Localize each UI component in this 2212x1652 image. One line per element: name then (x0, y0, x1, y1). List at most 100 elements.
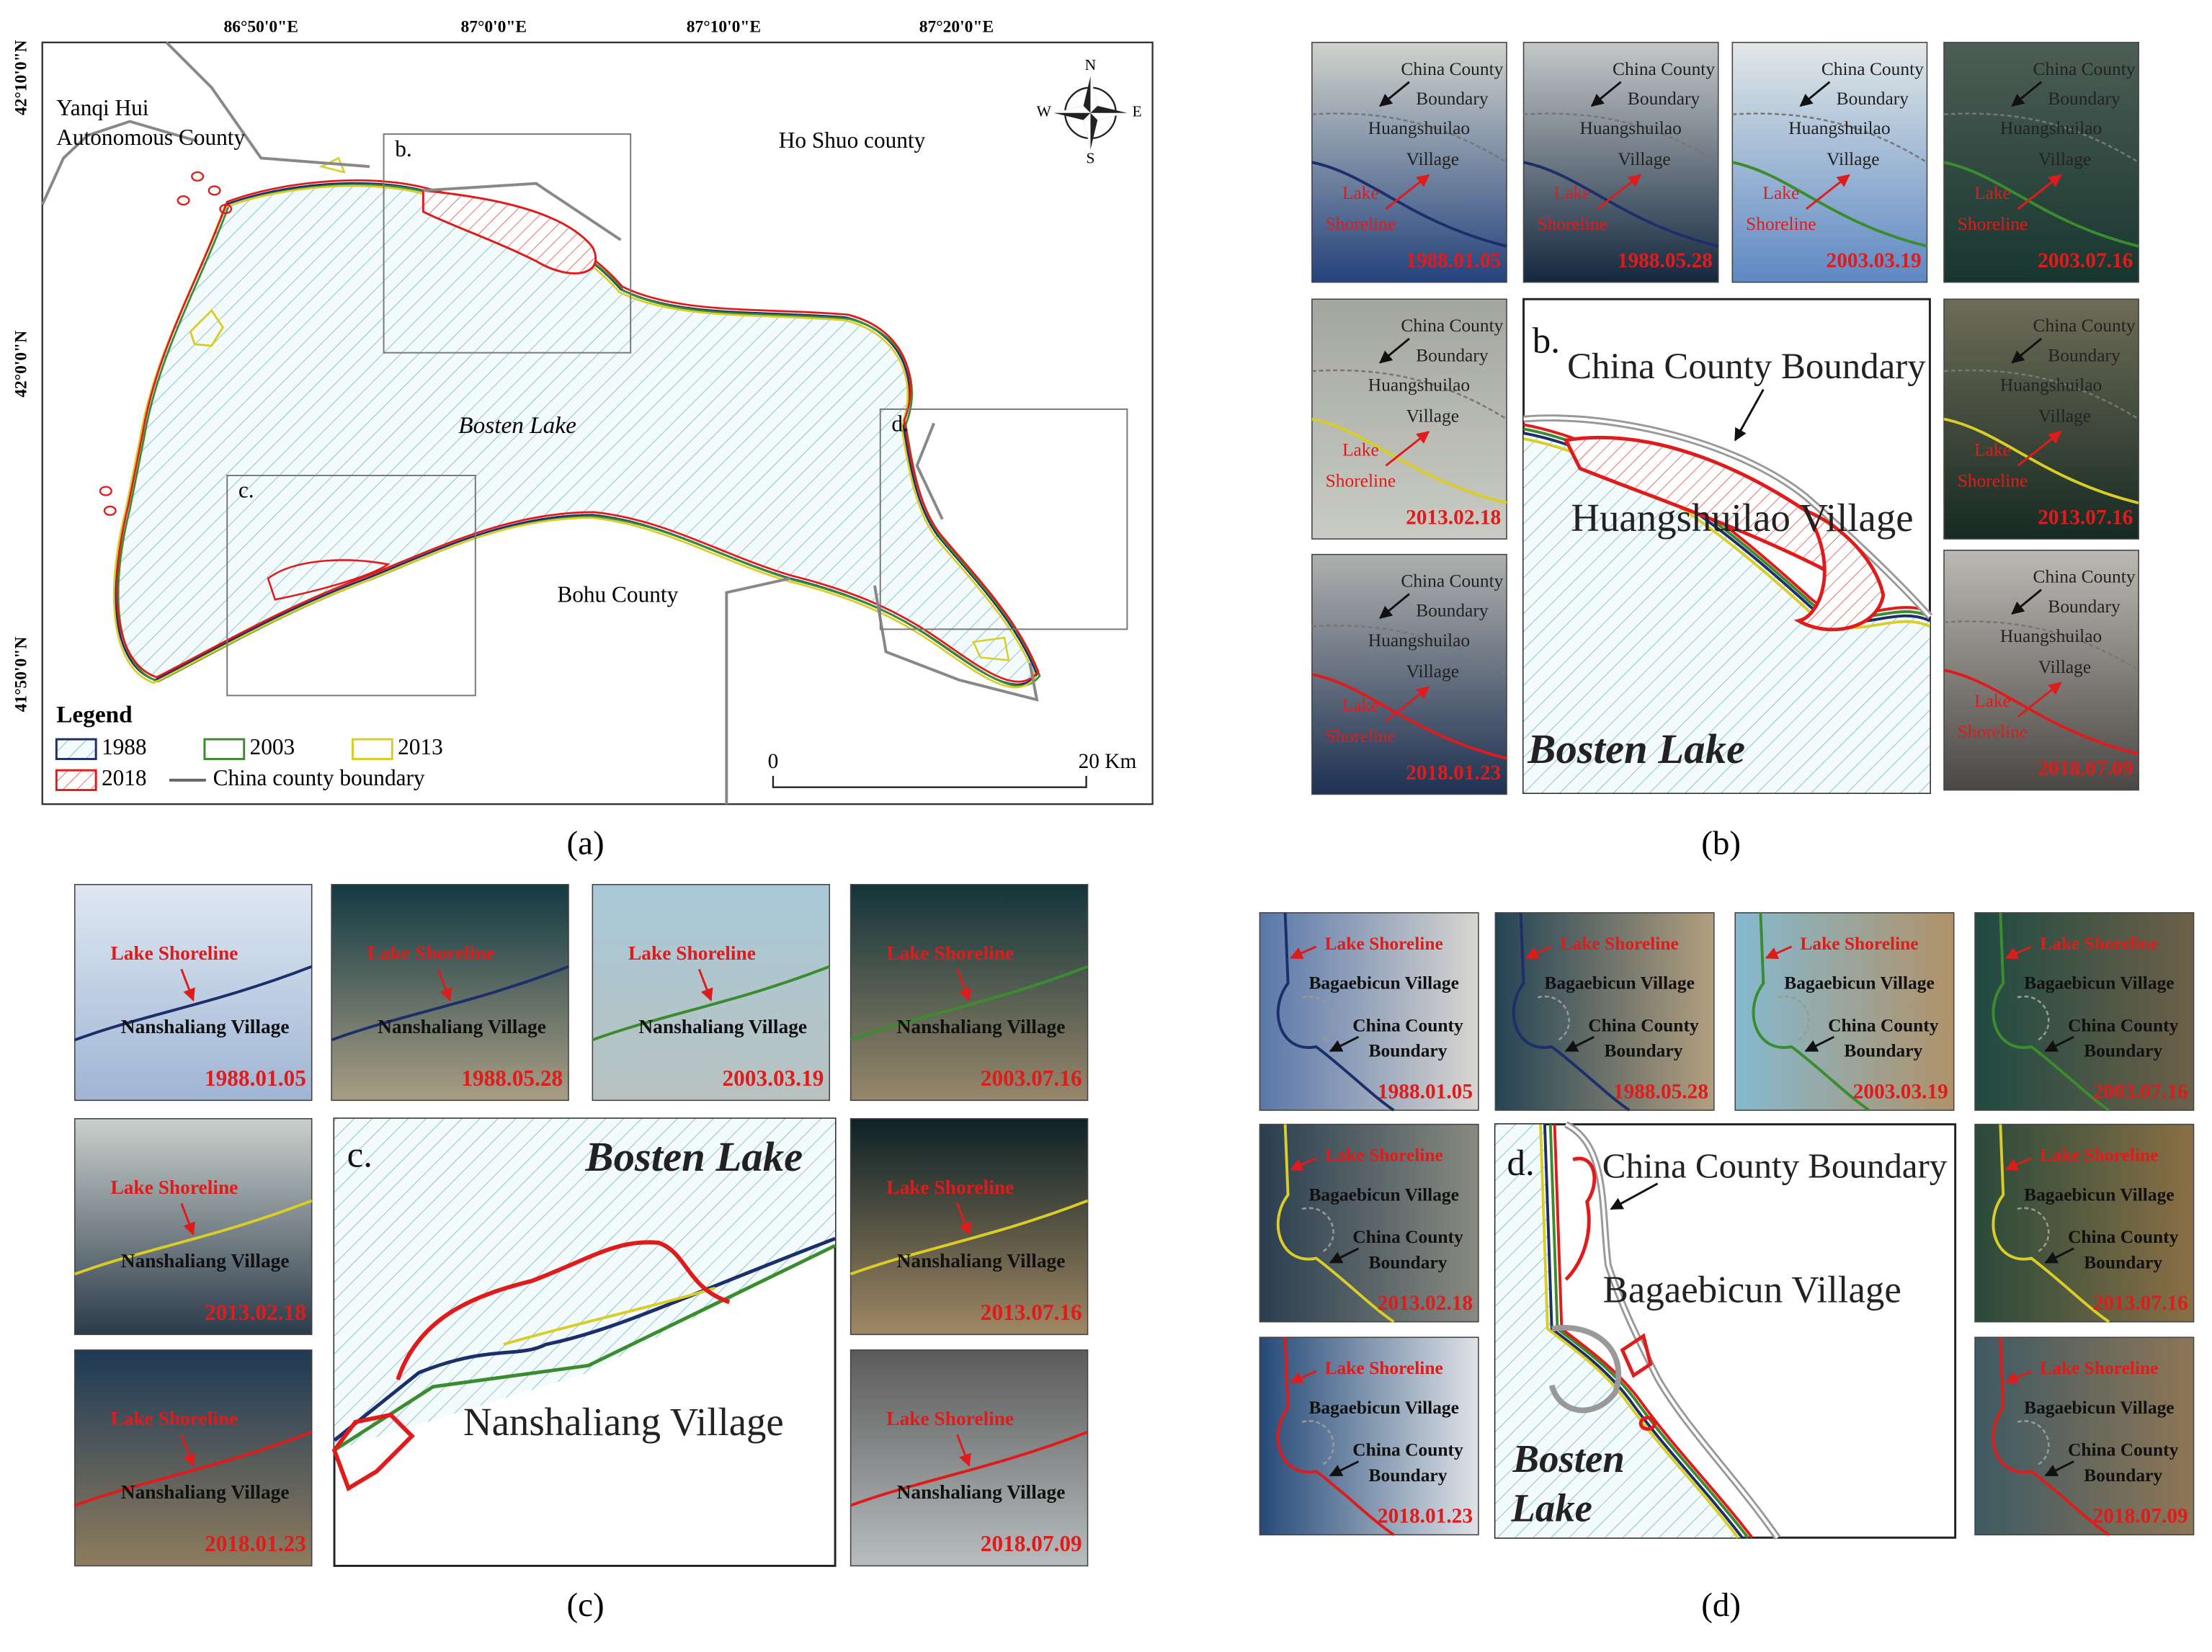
thumb-label: Nanshaliang Village (121, 1250, 290, 1272)
scale-bar (772, 775, 1087, 788)
patch (177, 195, 190, 206)
date-label: 2013.07.16 (2093, 1292, 2188, 1315)
legend-swatch (203, 738, 246, 760)
thumb-label: Boundary (1369, 1251, 1448, 1272)
county-boundary (1523, 416, 1931, 618)
thumb-label: Lake Shoreline (628, 942, 756, 964)
shoreline (849, 1199, 1089, 1276)
thumb-label: Lake Shoreline (367, 942, 495, 964)
arrow (1525, 945, 1553, 960)
scale-label: 20 Km (1079, 750, 1137, 773)
thumb-label: Lake (1342, 695, 1379, 715)
county-boundary (1301, 1207, 1334, 1252)
shoreline (1311, 673, 1507, 760)
latitude-label: 42°10'0"N (12, 40, 31, 115)
shoreline (1943, 669, 2139, 756)
arrow (1329, 1460, 1360, 1477)
thumb-label: Lake Shoreline (1325, 1357, 1443, 1378)
arrow (1379, 81, 1410, 107)
shoreline (1543, 1124, 1744, 1539)
date-label: 1988.05.28 (461, 1066, 563, 1091)
patch (191, 171, 205, 182)
arrow (180, 968, 195, 1001)
date-label: 1988.01.05 (205, 1066, 306, 1091)
thumb-label: Huangshuilao (2000, 117, 2102, 138)
thumb-label: Bagaebicun Village (2024, 1397, 2174, 1418)
date-label: 2003.07.16 (2093, 1080, 2188, 1103)
inset-label: China County Boundary (1602, 1146, 1948, 1185)
thumb-label: Boundary (2048, 344, 2120, 365)
place-label: Bohu County (557, 582, 678, 607)
arrow (2044, 1035, 2074, 1053)
county-boundary (2017, 995, 2050, 1041)
compass-label: N (1085, 56, 1097, 73)
shoreline (331, 965, 569, 1042)
longitude-label: 87°0'0"E (460, 18, 527, 37)
thumb-label: Village (1618, 148, 1670, 169)
arrow (1590, 81, 1622, 107)
thumb-label: Bagaebicun Village (1544, 973, 1694, 994)
shoreline (1992, 912, 2110, 1112)
patch (99, 486, 112, 496)
shoreline (74, 1199, 313, 1276)
arrow (1806, 174, 1850, 210)
inset-lake (334, 1118, 836, 1450)
thumb-label: Boundary (1416, 344, 1489, 365)
date-label: 2013.02.18 (205, 1300, 306, 1325)
date-label: 2003.07.16 (2038, 249, 2133, 272)
thumb-label: Village (1406, 148, 1459, 169)
shoreline (1276, 1337, 1395, 1536)
patch (219, 203, 233, 214)
patch (103, 505, 117, 516)
compass-star (1053, 76, 1128, 150)
county-boundary (1301, 995, 1334, 1041)
shoreline (1943, 417, 2139, 505)
legend-label: 2013 (398, 734, 443, 759)
shoreline (1512, 912, 1631, 1112)
thumb-label: Shoreline (1958, 213, 2028, 234)
inset-lake (1495, 1124, 1743, 1538)
compass-label: W (1037, 103, 1052, 120)
thumb-label: Shoreline (1326, 470, 1396, 491)
thumbnail (1259, 1123, 1479, 1323)
county-boundary (1311, 625, 1507, 676)
county-boundary (915, 422, 944, 520)
county-boundary (725, 576, 790, 805)
arrow (1564, 1035, 1595, 1053)
thumb-label: Lake (1974, 690, 2011, 711)
inset-box (879, 408, 1128, 630)
village-outline (1793, 506, 1886, 632)
box-label: c. (238, 478, 254, 503)
thumb-label: Huangshuilao (1788, 117, 1890, 138)
thumb-label: Bagaebicun Village (1308, 973, 1458, 994)
thumb-label: Lake (1974, 439, 2011, 460)
thumb-label: Boundary (1837, 88, 1909, 109)
county-boundary (423, 182, 622, 241)
legend-label: China county boundary (213, 765, 425, 790)
arrow (1379, 337, 1410, 364)
thumb-label: Lake Shoreline (886, 1177, 1014, 1198)
thumb-label: Boundary (1416, 88, 1489, 109)
county-boundary (1943, 620, 2139, 671)
thumb-label: Lake Shoreline (1561, 933, 1679, 954)
arrow (1289, 1157, 1317, 1171)
thumb-label: Bagaebicun Village (1308, 1397, 1458, 1418)
patch (208, 185, 221, 196)
arrow (697, 968, 713, 1001)
arrow (2017, 174, 2062, 210)
county-boundary (40, 120, 198, 205)
thumb-label: Boundary (1416, 600, 1489, 621)
caption: (b) (1701, 825, 1741, 862)
legend-swatch (352, 738, 393, 760)
thumb-label: Village (2038, 656, 2091, 677)
arrow (1329, 1035, 1360, 1053)
village-outline (1620, 1333, 1653, 1378)
date-label: 2013.07.16 (981, 1300, 1082, 1325)
shoreline (1731, 161, 1927, 248)
arrow (2004, 945, 2032, 960)
inset-label: China County Boundary (1567, 347, 1926, 387)
inset-label: Bosten Lake (584, 1133, 803, 1180)
thumb-label: Boundary (2048, 596, 2120, 617)
inset-box (383, 133, 632, 354)
